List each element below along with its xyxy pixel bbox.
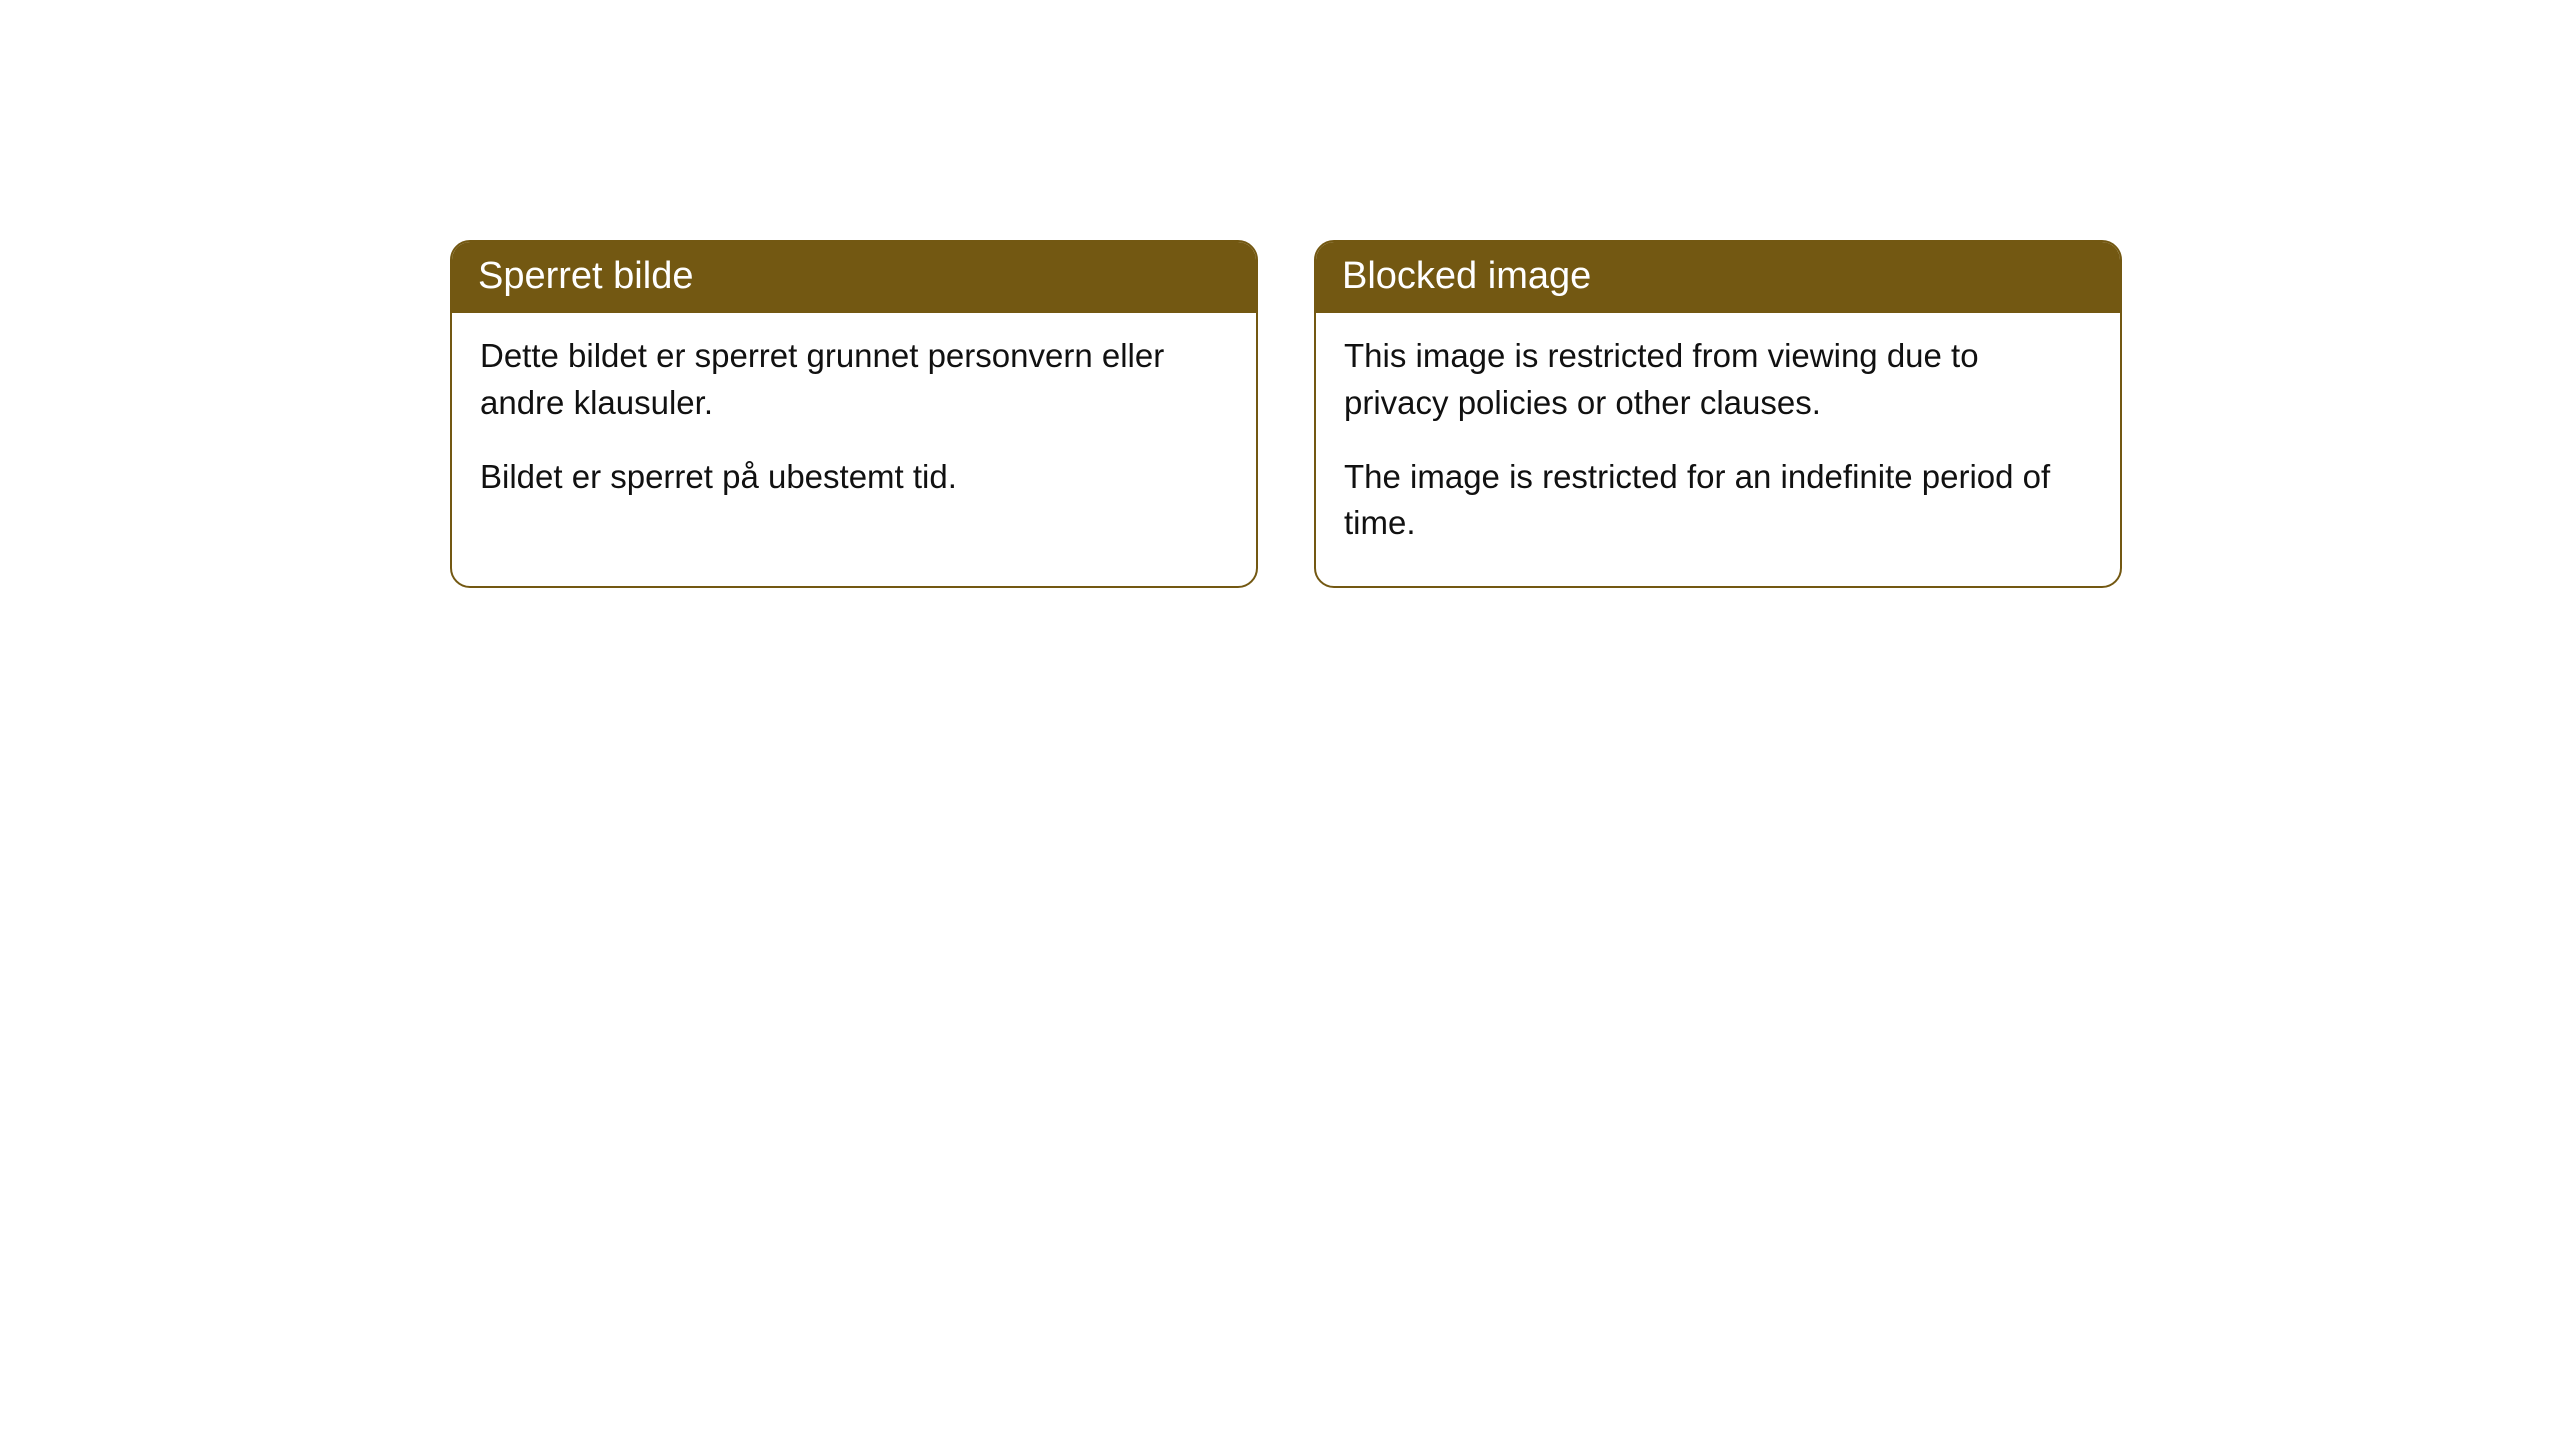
blocked-image-card-norwegian: Sperret bilde Dette bildet er sperret gr… — [450, 240, 1258, 588]
card-paragraph-2: The image is restricted for an indefinit… — [1344, 454, 2092, 546]
card-title: Blocked image — [1342, 255, 1591, 297]
card-paragraph-2: Bildet er sperret på ubestemt tid. — [480, 454, 1228, 500]
blocked-image-card-english: Blocked image This image is restricted f… — [1314, 240, 2122, 588]
card-header: Sperret bilde — [452, 242, 1256, 313]
card-paragraph-1: Dette bildet er sperret grunnet personve… — [480, 333, 1228, 425]
card-title: Sperret bilde — [478, 255, 693, 297]
card-paragraph-1: This image is restricted from viewing du… — [1344, 333, 2092, 425]
card-header: Blocked image — [1316, 242, 2120, 313]
card-body: Dette bildet er sperret grunnet personve… — [452, 313, 1256, 540]
cards-container: Sperret bilde Dette bildet er sperret gr… — [450, 240, 2122, 588]
card-body: This image is restricted from viewing du… — [1316, 313, 2120, 586]
